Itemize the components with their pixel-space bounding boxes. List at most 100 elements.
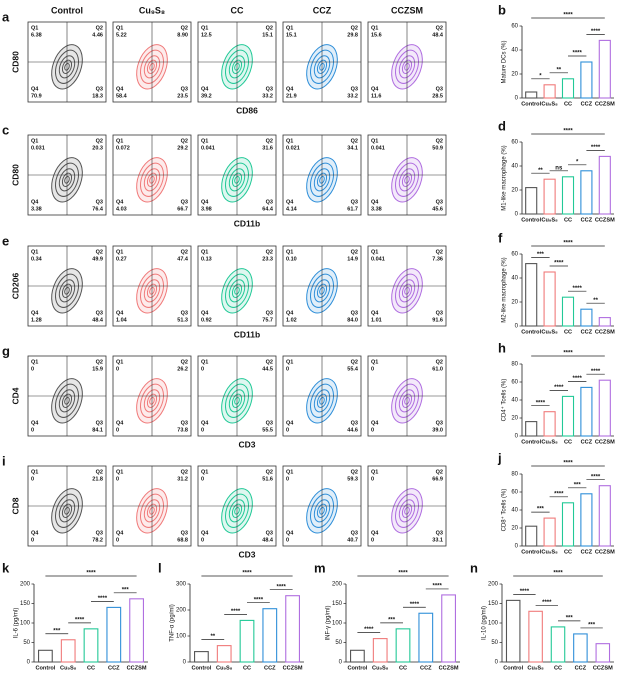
quadrant-value: 0 <box>201 476 204 482</box>
contour <box>225 162 249 197</box>
bar <box>525 421 538 437</box>
quadrant-name: Q3 <box>351 530 358 536</box>
panel-letter: l <box>158 560 162 575</box>
contour <box>140 273 164 308</box>
contour <box>398 389 416 413</box>
significance-label: **** <box>277 584 287 590</box>
quadrant-name: Q2 <box>436 138 443 144</box>
contour <box>398 168 416 192</box>
contour <box>319 286 325 295</box>
quadrant-name: Q3 <box>96 530 103 536</box>
significance-label: **** <box>573 286 583 292</box>
significance-label: **** <box>86 571 96 577</box>
bar <box>60 639 76 663</box>
y-tick-label: 20 <box>511 300 518 306</box>
quadrant-value: 45.6 <box>432 206 443 212</box>
quadrant-value: 64.4 <box>262 206 274 212</box>
contour <box>316 283 328 298</box>
significance-label: **** <box>542 600 552 606</box>
significance-label: *** <box>588 622 596 628</box>
contour <box>313 389 331 413</box>
contour <box>55 493 79 528</box>
x-tick-label: CCZSM <box>127 665 147 671</box>
quadrant-name: Q2 <box>436 249 443 255</box>
quadrant-value: 0 <box>31 537 34 543</box>
quadrant-value: 0 <box>286 476 289 482</box>
bar <box>543 271 556 327</box>
quadrant-value: 0.13 <box>201 256 212 262</box>
x-tick-label: CCZ <box>264 665 276 671</box>
bar <box>598 39 611 99</box>
significance-label: **** <box>563 241 573 247</box>
quadrant-name: Q3 <box>436 86 443 92</box>
bar <box>528 610 543 663</box>
quadrant-value: 0.072 <box>116 145 130 151</box>
quadrant-name: Q3 <box>266 530 273 536</box>
x-tick-label: CCZ <box>420 665 432 671</box>
bar <box>285 595 300 663</box>
quadrant-value: 0 <box>371 537 374 543</box>
quadrant-value: 21.9 <box>286 93 297 99</box>
quadrant-name: Q3 <box>436 420 443 426</box>
bar <box>525 91 538 99</box>
quadrant-value: 3.38 <box>31 206 42 212</box>
significance-label: * <box>539 73 542 79</box>
quadrant-name: Q1 <box>201 249 208 255</box>
bar <box>561 78 575 99</box>
quadrant-name: Q1 <box>31 249 38 255</box>
panel-letter: h <box>498 340 506 355</box>
contour <box>319 506 325 515</box>
contour <box>140 493 164 528</box>
y-tick-label: 0 <box>339 660 343 666</box>
quadrant-name: Q2 <box>181 25 188 31</box>
panel-letter: j <box>497 450 502 465</box>
x-axis-label: CD11b <box>234 329 260 339</box>
y-axis-label: CD4⁺ Tcells (%) <box>501 379 508 422</box>
bar <box>561 395 575 437</box>
x-axis-label: CD86 <box>236 105 258 115</box>
quadrant-value: 3.98 <box>201 206 212 212</box>
quadrant-name: Q3 <box>351 199 358 205</box>
contour <box>143 499 161 523</box>
contour <box>404 175 410 184</box>
contour <box>225 493 249 528</box>
y-tick-label: 0 <box>183 660 187 666</box>
significance-label: **** <box>231 609 241 615</box>
significance-label: **** <box>591 369 601 375</box>
quadrant-value: 39.0 <box>432 427 443 433</box>
quadrant-value: 0 <box>116 537 119 543</box>
y-tick-label: 40 <box>511 508 518 514</box>
x-tick-label: CC <box>554 665 562 671</box>
x-axis-label: CD3 <box>238 439 255 449</box>
x-tick-label: Control <box>521 217 541 223</box>
quadrant-name: Q3 <box>351 310 358 316</box>
quadrant-name: Q1 <box>371 469 378 475</box>
significance-label: *** <box>53 628 61 634</box>
contour <box>316 393 328 408</box>
quadrant-name: Q2 <box>266 249 273 255</box>
significance-label: *** <box>566 615 574 621</box>
quadrant-name: Q2 <box>96 25 103 31</box>
significance-label: **** <box>554 261 564 267</box>
bar <box>580 61 593 99</box>
panel-letter: d <box>498 118 506 133</box>
quadrant-name: Q1 <box>201 469 208 475</box>
quadrant-name: Q1 <box>201 138 208 144</box>
quadrant-value: 61.0 <box>432 366 443 372</box>
quadrant-name: Q2 <box>181 469 188 475</box>
y-axis-label: CD4 <box>10 387 20 404</box>
column-header: Cu₉S₈ <box>139 5 165 15</box>
x-tick-label: Control <box>521 549 541 555</box>
significance-label: **** <box>520 589 530 595</box>
contour <box>143 55 161 79</box>
quadrant-value: 0 <box>116 476 119 482</box>
y-tick-label: 200 <box>20 582 31 588</box>
y-tick-label: 300 <box>176 582 187 588</box>
quadrant-value: 15.6 <box>371 32 382 38</box>
x-tick-label: CC <box>564 439 572 445</box>
contour <box>313 499 331 523</box>
y-tick-label: 40 <box>511 398 518 404</box>
y-tick-label: 0 <box>515 212 519 218</box>
quadrant-name: Q4 <box>286 199 294 205</box>
quadrant-value: 4.14 <box>286 206 298 212</box>
